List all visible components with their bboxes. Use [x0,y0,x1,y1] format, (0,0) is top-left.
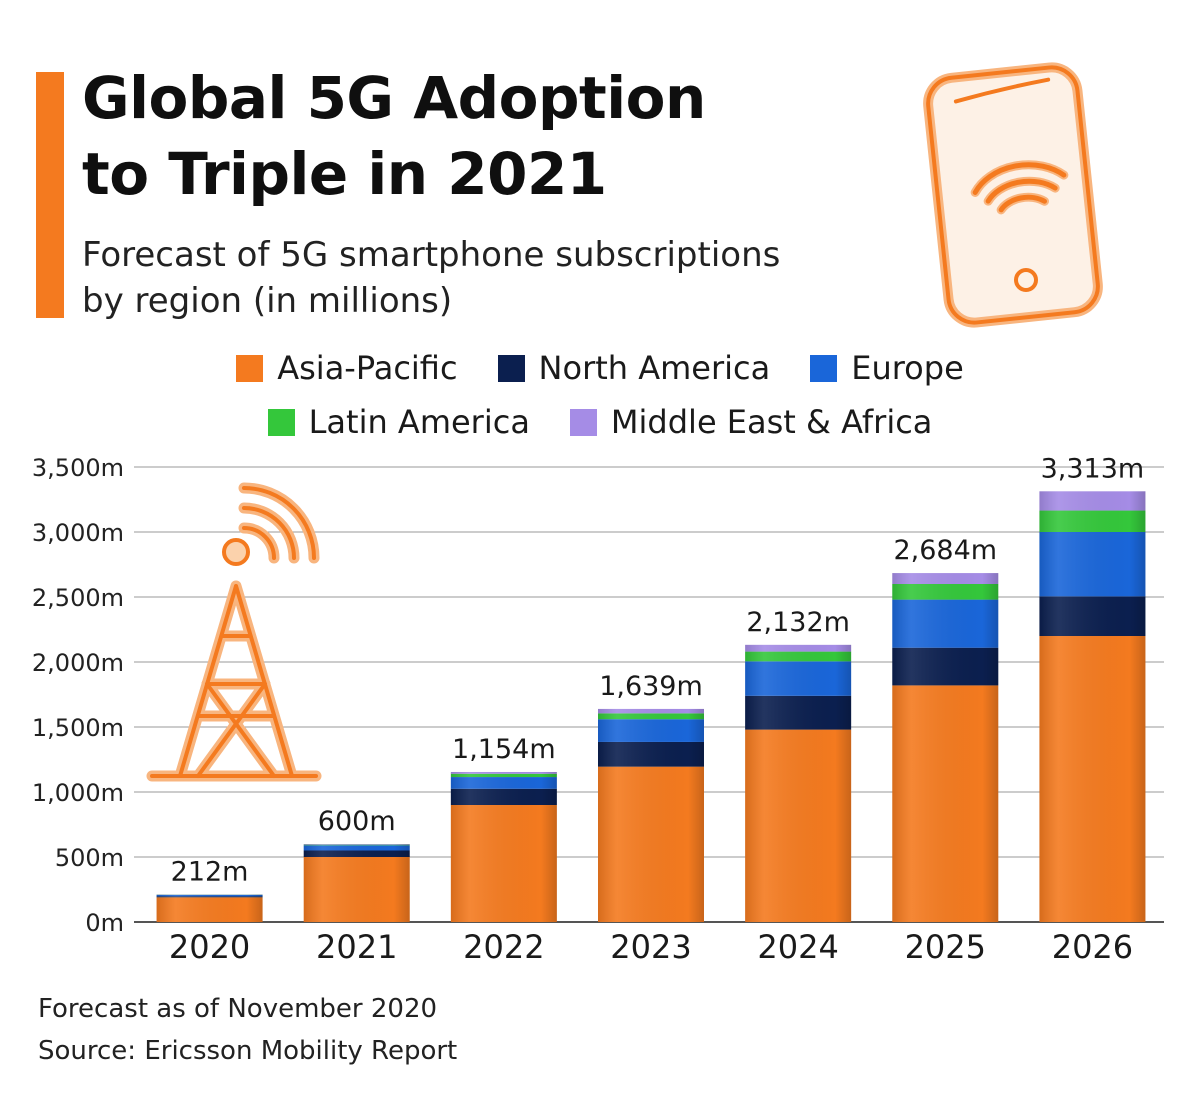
x-tick-label: 2023 [610,928,691,966]
bar-total-label: 2,684m [893,535,997,566]
legend-swatch [810,354,838,382]
legend-row-1: Asia-Pacific North America Europe [0,344,1200,392]
title-accent-bar [36,72,64,318]
y-tick-label: 3,500m [32,454,124,482]
bar-shading [450,771,557,922]
page-subtitle: Forecast of 5G smartphone subscriptions … [82,232,882,324]
chart-footer: Forecast as of November 2020 Source: Eri… [38,988,457,1072]
x-tick-label: 2026 [1052,928,1133,966]
y-tick-label: 0m [85,909,124,937]
legend-item-north-america: North America [497,349,771,387]
y-tick-label: 2,000m [32,649,124,677]
x-tick-label: 2020 [169,928,250,966]
legend-row-2: Latin America Middle East & Africa [0,398,1200,446]
y-tick-label: 1,500m [32,714,124,742]
bar-shading [303,844,410,922]
page-title: Global 5G Adoption to Triple in 2021 [82,60,842,212]
forecast-note: Forecast as of November 2020 [38,994,438,1024]
cell-tower-icon [146,482,322,782]
subtitle-line-1: Forecast of 5G smartphone subscriptions [82,235,781,275]
bar-shading [156,894,263,922]
legend-item-asia-pacific: Asia-Pacific [236,349,458,387]
legend-swatch [569,408,597,436]
bar-shading [892,573,999,922]
x-tick-label: 2024 [757,928,838,966]
bar-total-label: 600m [318,806,396,837]
x-tick-label: 2021 [316,928,397,966]
bar-shading [745,644,852,922]
y-tick-label: 2,500m [32,584,124,612]
title-line-2: to Triple in 2021 [82,140,607,208]
legend-label: Europe [851,349,964,387]
bar-total-label: 1,639m [599,671,703,702]
source-note: Source: Ericsson Mobility Report [38,1036,458,1066]
y-tick-label: 500m [55,844,124,872]
legend-swatch [236,354,264,382]
bar-total-label: 212m [171,856,249,887]
legend-label: Asia-Pacific [277,349,458,387]
title-line-1: Global 5G Adoption [82,64,706,132]
smartphone-wifi-icon [923,62,1103,328]
x-tick-label: 2025 [905,928,986,966]
bar-shading [598,708,704,922]
legend-swatch [497,354,525,382]
legend-item-europe: Europe [810,349,964,387]
subtitle-line-2: by region (in millions) [82,281,453,321]
legend-label: North America [538,349,771,387]
bar-total-label: 1,154m [452,734,556,765]
bar-shading [1039,491,1146,922]
bar-total-label: 2,132m [746,607,850,638]
y-tick-label: 1,000m [32,779,124,807]
legend-item-latin-america: Latin America [267,403,530,441]
legend-item-middle-east-africa: Middle East & Africa [569,403,933,441]
legend-swatch [267,408,295,436]
legend-label: Latin America [308,403,530,441]
y-tick-label: 3,000m [32,519,124,547]
x-tick-label: 2022 [463,928,544,966]
legend-label: Middle East & Africa [610,403,933,441]
bar-total-label: 3,313m [1041,453,1145,484]
stacked-bar-chart: 0m 500m 1,000m 1,500m 2,000m 2,500m 3,000m 3,50… [32,453,1164,966]
